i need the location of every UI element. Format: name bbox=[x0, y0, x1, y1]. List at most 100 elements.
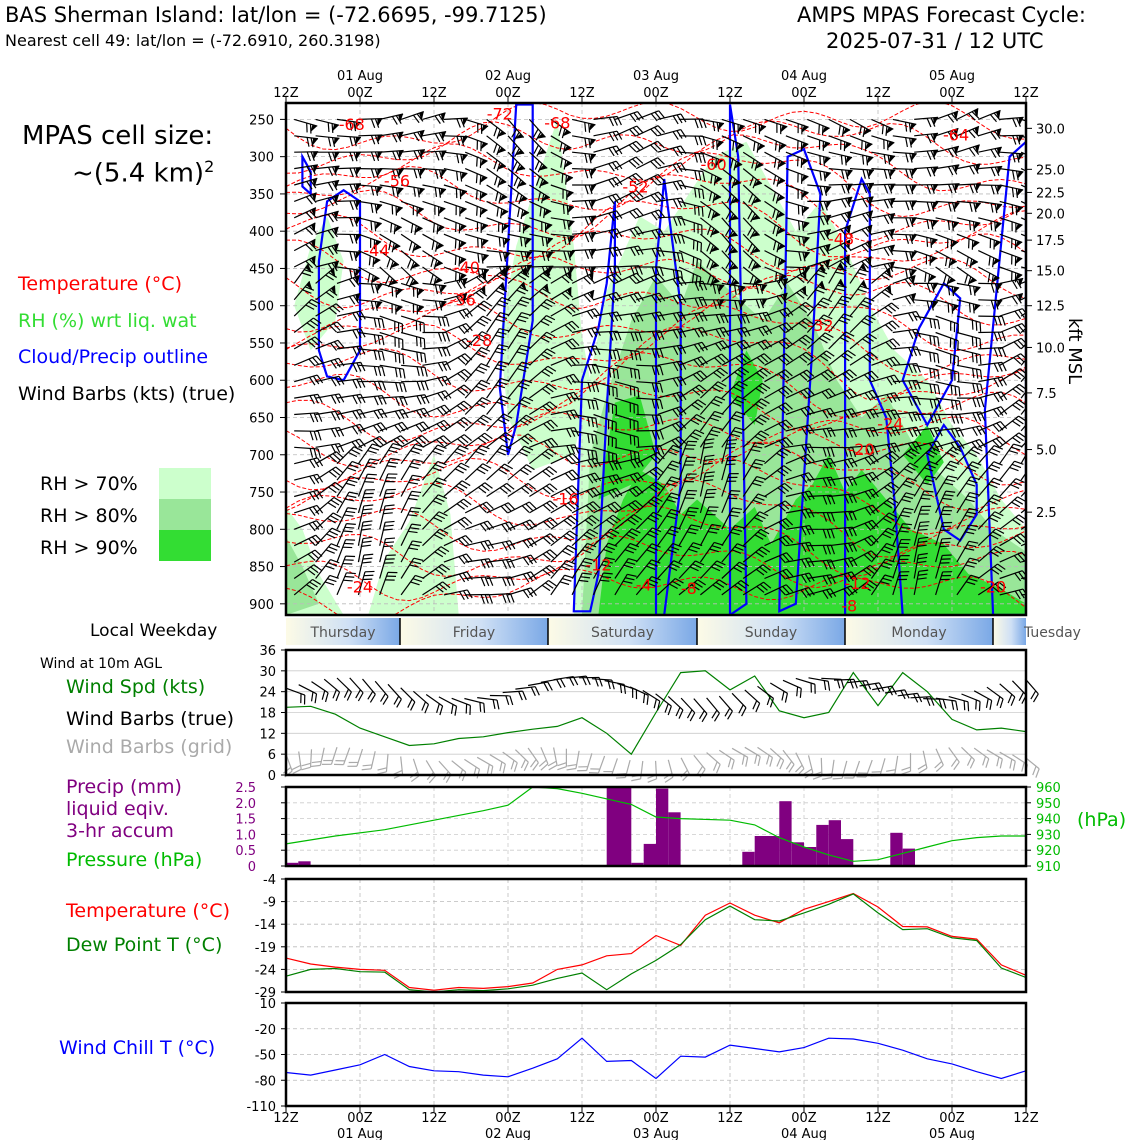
wind-barb-grid bbox=[769, 747, 785, 770]
wind-barb bbox=[636, 125, 666, 137]
wind-barb bbox=[293, 520, 324, 532]
wind-barb bbox=[700, 217, 720, 238]
pressure-tick-label: 700 bbox=[249, 449, 274, 464]
wind-barb bbox=[828, 196, 853, 208]
wind-barb bbox=[785, 184, 809, 201]
wind-barb bbox=[464, 346, 491, 366]
top-time-label: 12Z bbox=[865, 86, 891, 101]
wind-barb bbox=[935, 364, 960, 382]
wind-barb bbox=[572, 397, 599, 411]
wind-barb bbox=[571, 528, 599, 547]
wind-barb bbox=[529, 233, 554, 247]
wind-barb bbox=[614, 472, 644, 484]
wind-barb bbox=[507, 464, 535, 481]
wind-barb bbox=[443, 445, 469, 465]
wind-barb-grid bbox=[631, 760, 644, 782]
wind-barb bbox=[678, 341, 708, 353]
wind-barb bbox=[336, 408, 366, 420]
temp-tick-label: -14 bbox=[255, 918, 276, 933]
wind-barb-true bbox=[642, 689, 661, 711]
wind-barb bbox=[871, 244, 895, 257]
wind-barb bbox=[678, 456, 697, 481]
wind-barb bbox=[914, 381, 941, 395]
wind-barb-true bbox=[808, 677, 831, 691]
wind-barb bbox=[486, 168, 507, 188]
wind-barb bbox=[935, 127, 959, 140]
precip-bar bbox=[656, 788, 669, 866]
wind-barb bbox=[529, 419, 558, 432]
wind-barb-true bbox=[502, 690, 527, 701]
wind-barb bbox=[635, 481, 664, 497]
wind-barb bbox=[529, 383, 557, 399]
wind-barb bbox=[571, 271, 595, 285]
weekday-bg bbox=[548, 618, 697, 645]
wind-barb bbox=[828, 526, 857, 537]
wind-barb-true bbox=[757, 685, 775, 708]
wind-barb bbox=[892, 233, 917, 245]
wind-barb bbox=[379, 266, 398, 288]
wind-barb bbox=[871, 261, 896, 273]
wind-barb bbox=[700, 200, 721, 221]
wind-barb bbox=[486, 282, 508, 301]
wind-barb bbox=[785, 424, 815, 436]
wind-barb bbox=[914, 299, 939, 311]
wind-barb bbox=[507, 378, 533, 399]
wind-barb bbox=[529, 268, 552, 284]
wind-barb bbox=[315, 559, 340, 579]
wind-barb bbox=[336, 378, 366, 389]
wind-barb-grid bbox=[502, 751, 518, 772]
bottom-time-label: 12Z bbox=[273, 1111, 299, 1126]
legend-wind-barbs: Wind Barbs (kts) (true) bbox=[18, 383, 236, 405]
bottom-time-label: 12Z bbox=[1013, 1111, 1039, 1126]
wind-barb bbox=[400, 523, 422, 546]
top-time-label: 00Z bbox=[791, 86, 817, 101]
wind-barb bbox=[336, 250, 361, 262]
wind-barb bbox=[849, 118, 872, 138]
wind-barb bbox=[572, 215, 597, 226]
wind-barb bbox=[678, 296, 708, 308]
wind-barb-grid bbox=[999, 751, 1016, 771]
wind-barb bbox=[593, 542, 618, 563]
wind-barb bbox=[849, 196, 874, 208]
wind-barb bbox=[871, 213, 896, 225]
wind-barb bbox=[507, 250, 532, 262]
wind-barb bbox=[572, 151, 597, 164]
precip-bar bbox=[890, 832, 903, 866]
wind-barb bbox=[764, 447, 792, 465]
wind-barb bbox=[293, 317, 322, 333]
wind-barb-grid bbox=[321, 747, 338, 765]
wind-barb bbox=[721, 217, 738, 240]
wind-barb bbox=[507, 482, 536, 498]
wind-barb bbox=[700, 135, 724, 150]
weekday-bg bbox=[286, 618, 400, 645]
wind-barb bbox=[614, 413, 639, 432]
wind-barb bbox=[892, 151, 917, 163]
wind-barb bbox=[294, 374, 324, 386]
wind-barb bbox=[892, 448, 920, 465]
wind-barb-grid bbox=[334, 747, 351, 766]
wind-barb bbox=[978, 376, 1008, 388]
bottom-date-label: 03 Aug bbox=[633, 1127, 679, 1140]
wind-barb bbox=[678, 135, 707, 146]
wind-barb bbox=[614, 272, 644, 284]
wind-barb bbox=[358, 117, 383, 129]
wind-barb bbox=[1020, 412, 1026, 432]
temperature-label: -32 bbox=[807, 316, 833, 335]
wind-barb bbox=[935, 164, 960, 176]
wind-barb bbox=[978, 250, 1001, 268]
wind-barb bbox=[507, 587, 537, 599]
height-tick-label: 22.5 bbox=[1036, 186, 1065, 201]
wind-barb bbox=[828, 168, 853, 180]
wind-barb bbox=[721, 561, 748, 579]
height-tick-label: 30.0 bbox=[1036, 122, 1065, 137]
wind-barb bbox=[1020, 395, 1026, 415]
wind-barb bbox=[486, 395, 511, 415]
wind-barb bbox=[764, 233, 786, 253]
wind-barb bbox=[806, 350, 835, 366]
wind-barb bbox=[1020, 200, 1026, 213]
chill-tick-label: -110 bbox=[246, 1100, 276, 1115]
wind-barb bbox=[315, 260, 340, 273]
wind-barb bbox=[935, 145, 960, 158]
wind-barb bbox=[956, 163, 981, 175]
wind-barb bbox=[486, 432, 514, 448]
